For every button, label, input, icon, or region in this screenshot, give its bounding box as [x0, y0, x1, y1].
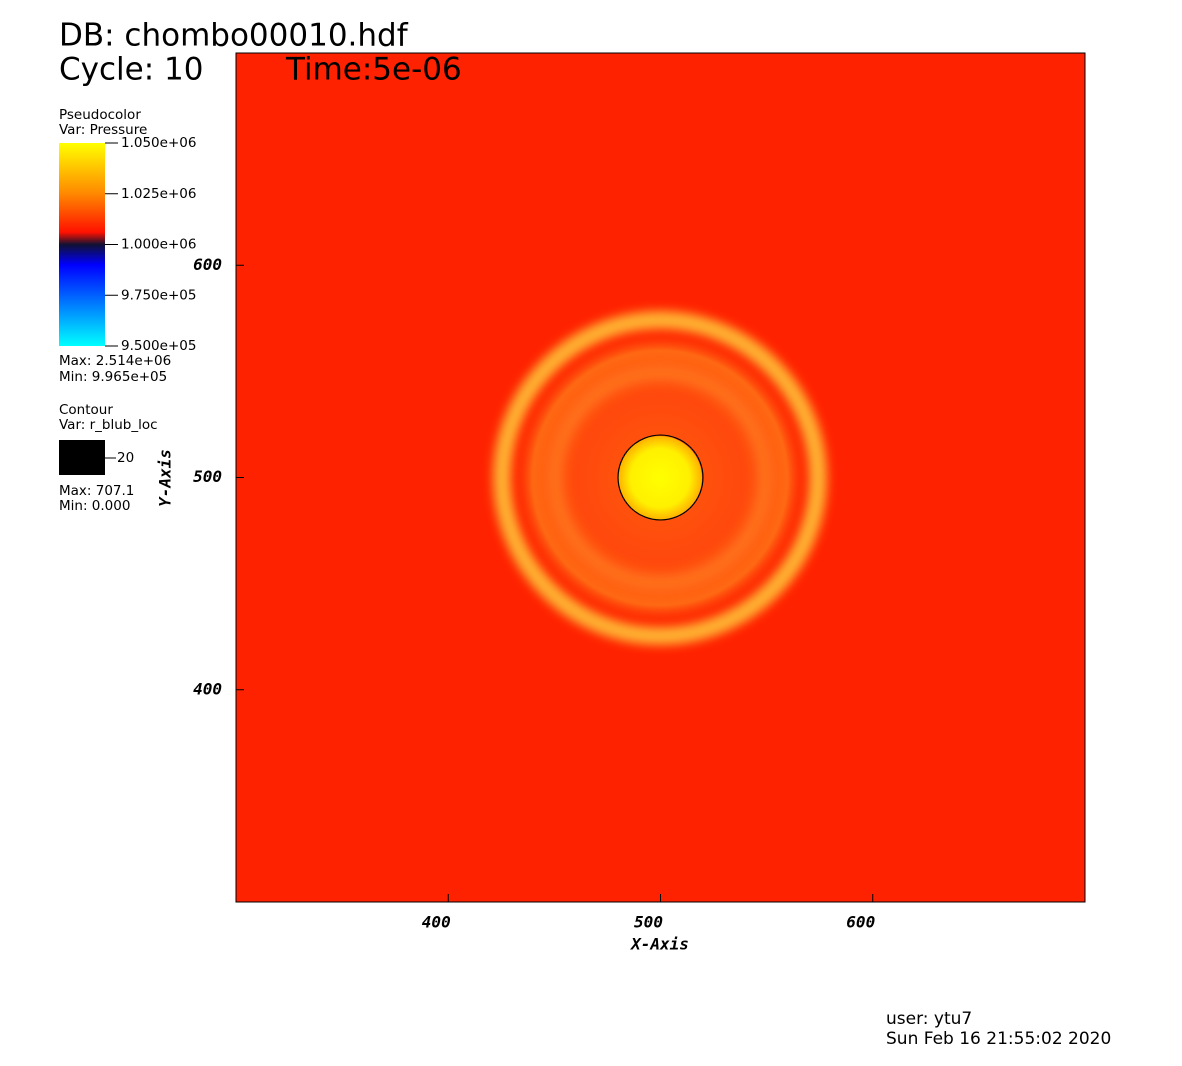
contour-var: Var: r_blub_loc: [59, 417, 158, 433]
colorbar: [59, 143, 105, 346]
time-label: Time:5e-06: [285, 52, 462, 88]
contour-max: Max: 707.1: [59, 483, 134, 499]
x-tick-label: 500: [634, 913, 663, 932]
user-label: user: ytu7: [886, 1009, 972, 1029]
y-axis-label: Y-Axis: [156, 449, 175, 507]
contour-level-label: 20: [117, 450, 134, 466]
x-tick-label: 600: [846, 913, 875, 932]
field-shock-ring: [493, 311, 827, 645]
y-tick-label: 600: [193, 255, 222, 274]
cycle-label: Cycle: 10: [59, 52, 203, 88]
y-tick-label: 400: [193, 679, 222, 698]
plot-area: [236, 53, 1085, 902]
colorbar-tick-label: 1.025e+06: [121, 186, 196, 202]
x-tick-label: 400: [422, 913, 451, 932]
contour-min: Min: 0.000: [59, 498, 130, 514]
colorbar-tick-label: 1.000e+06: [121, 237, 196, 253]
field-inner-ring: [548, 366, 772, 590]
contour-title: Contour: [59, 402, 113, 418]
colorbar-tick-label: 1.050e+06: [121, 135, 196, 151]
legend-var: Var: Pressure: [59, 122, 147, 138]
contour-line: [617, 434, 704, 521]
legend-min: Min: 9.965e+05: [59, 369, 167, 385]
contour-swatch: [59, 440, 105, 475]
db-title: DB: chombo00010.hdf: [59, 18, 409, 54]
legend-max: Max: 2.514e+06: [59, 353, 171, 369]
colorbar-tick-label: 9.750e+05: [121, 287, 196, 303]
colorbar-tick-label: 9.500e+05: [121, 338, 196, 354]
y-tick-label: 500: [193, 467, 222, 486]
x-axis-label: X-Axis: [629, 935, 689, 954]
field-bubble: [618, 436, 702, 520]
date-label: Sun Feb 16 21:55:02 2020: [886, 1029, 1111, 1049]
legend-title: Pseudocolor: [59, 107, 141, 123]
